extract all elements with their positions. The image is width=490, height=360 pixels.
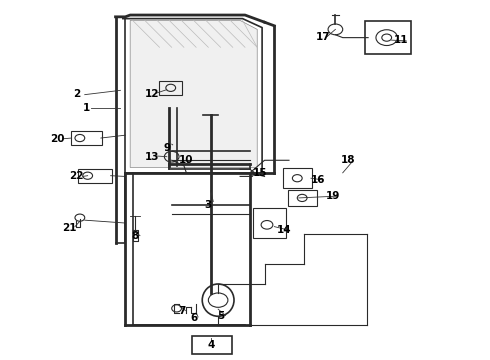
Text: 22: 22 <box>69 171 84 181</box>
Polygon shape <box>130 21 257 167</box>
Text: 8: 8 <box>131 231 139 240</box>
Text: 7: 7 <box>178 306 185 316</box>
Text: 6: 6 <box>190 313 197 323</box>
Text: 20: 20 <box>49 134 64 144</box>
Text: 18: 18 <box>341 155 355 165</box>
Text: 3: 3 <box>205 200 212 210</box>
Text: 16: 16 <box>311 175 325 185</box>
Text: 1: 1 <box>83 103 90 113</box>
FancyBboxPatch shape <box>192 336 232 354</box>
Text: 2: 2 <box>73 89 80 99</box>
Text: 21: 21 <box>62 224 76 233</box>
Text: 11: 11 <box>394 35 409 45</box>
Text: 19: 19 <box>326 191 340 201</box>
Text: 4: 4 <box>207 340 215 350</box>
Text: 14: 14 <box>277 225 292 235</box>
Text: 15: 15 <box>252 168 267 178</box>
Text: 13: 13 <box>145 152 159 162</box>
Text: 10: 10 <box>179 155 194 165</box>
Text: 9: 9 <box>163 143 171 153</box>
Text: 17: 17 <box>316 32 330 41</box>
Text: 12: 12 <box>145 89 159 99</box>
Text: 5: 5 <box>217 311 224 321</box>
